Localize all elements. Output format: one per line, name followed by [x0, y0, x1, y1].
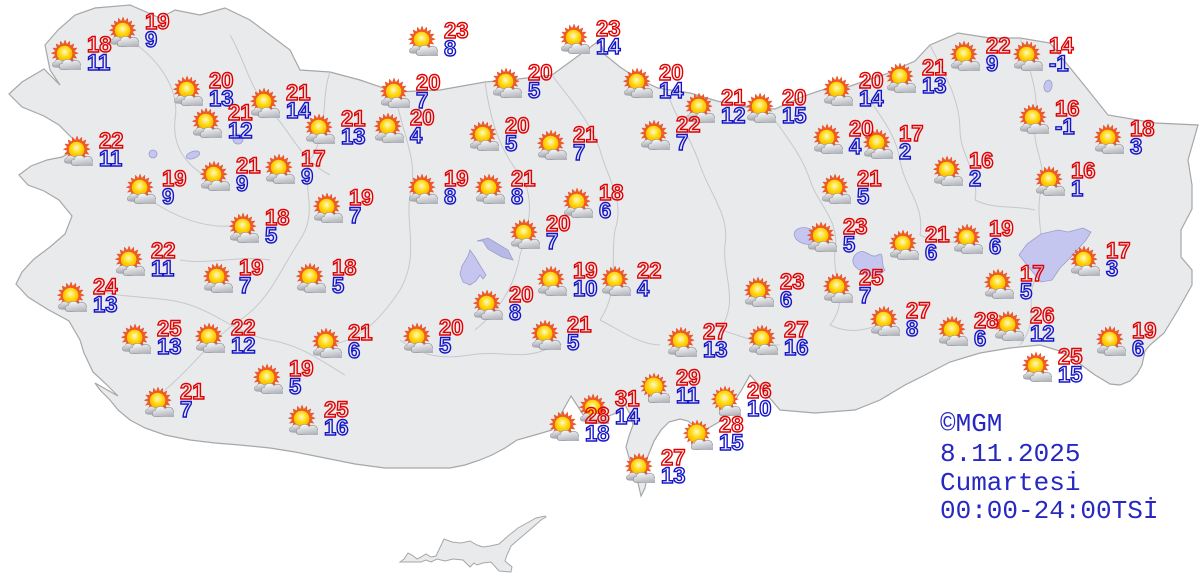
- svg-text:4: 4: [849, 134, 862, 159]
- svg-text:12: 12: [228, 118, 252, 143]
- svg-text:4: 4: [410, 123, 423, 148]
- svg-text:11: 11: [151, 256, 174, 281]
- svg-text:16: 16: [784, 335, 808, 360]
- svg-text:11: 11: [676, 383, 699, 408]
- svg-text:13: 13: [661, 463, 685, 488]
- svg-text:7: 7: [349, 203, 361, 228]
- svg-text:5: 5: [528, 78, 540, 103]
- svg-text:-1: -1: [1055, 114, 1075, 139]
- svg-text:12: 12: [721, 103, 745, 128]
- svg-text:6: 6: [780, 287, 792, 312]
- svg-text:14: 14: [596, 34, 621, 59]
- svg-text:Cumartesi: Cumartesi: [940, 468, 1080, 498]
- svg-text:18: 18: [585, 421, 609, 446]
- svg-text:5: 5: [1020, 279, 1032, 304]
- svg-text:13: 13: [341, 124, 365, 149]
- svg-text:2: 2: [899, 139, 911, 164]
- svg-text:8: 8: [509, 300, 521, 325]
- svg-text:10: 10: [573, 276, 597, 301]
- svg-text:16: 16: [324, 415, 348, 440]
- svg-text:5: 5: [505, 131, 517, 156]
- svg-text:8: 8: [906, 316, 918, 341]
- svg-text:7: 7: [859, 283, 871, 308]
- svg-text:9: 9: [145, 27, 157, 52]
- svg-text:7: 7: [180, 397, 192, 422]
- svg-text:1: 1: [1071, 176, 1083, 201]
- svg-text:12: 12: [231, 333, 255, 358]
- svg-text:9: 9: [162, 184, 174, 209]
- svg-text:7: 7: [239, 273, 251, 298]
- svg-text:5: 5: [265, 223, 277, 248]
- svg-text:5: 5: [843, 232, 855, 257]
- svg-text:11: 11: [99, 146, 122, 171]
- svg-text:9: 9: [986, 51, 998, 76]
- svg-text:7: 7: [676, 130, 688, 155]
- svg-text:©MGM: ©MGM: [940, 409, 1002, 439]
- svg-text:5: 5: [439, 333, 451, 358]
- svg-text:4: 4: [637, 276, 650, 301]
- svg-text:6: 6: [989, 234, 1001, 259]
- svg-text:6: 6: [599, 198, 611, 223]
- svg-text:2: 2: [969, 166, 981, 191]
- svg-text:15: 15: [719, 430, 743, 455]
- svg-text:-1: -1: [1049, 51, 1069, 76]
- svg-text:8.11.2025: 8.11.2025: [940, 439, 1080, 469]
- svg-text:5: 5: [857, 184, 869, 209]
- svg-text:6: 6: [974, 326, 986, 351]
- svg-text:6: 6: [348, 338, 360, 363]
- svg-text:10: 10: [747, 396, 771, 421]
- svg-text:00:00-24:00TSİ: 00:00-24:00TSİ: [940, 496, 1158, 526]
- svg-text:9: 9: [236, 171, 248, 196]
- svg-text:15: 15: [782, 103, 806, 128]
- svg-text:5: 5: [289, 374, 301, 399]
- svg-text:5: 5: [332, 273, 344, 298]
- svg-text:14: 14: [286, 98, 311, 123]
- svg-text:3: 3: [1130, 134, 1142, 159]
- svg-text:15: 15: [1058, 362, 1082, 387]
- svg-text:14: 14: [659, 78, 684, 103]
- svg-text:13: 13: [703, 337, 727, 362]
- svg-text:13: 13: [922, 73, 946, 98]
- svg-text:7: 7: [546, 229, 558, 254]
- svg-text:5: 5: [567, 330, 579, 355]
- svg-text:7: 7: [573, 140, 585, 165]
- svg-text:14: 14: [859, 86, 884, 111]
- svg-text:14: 14: [615, 404, 640, 429]
- svg-text:6: 6: [1132, 336, 1144, 361]
- svg-text:11: 11: [87, 50, 110, 75]
- svg-text:13: 13: [157, 334, 181, 359]
- svg-text:8: 8: [444, 36, 456, 61]
- svg-text:8: 8: [444, 184, 456, 209]
- svg-text:6: 6: [925, 240, 937, 265]
- svg-text:3: 3: [1106, 256, 1118, 281]
- svg-text:12: 12: [1030, 321, 1054, 346]
- svg-text:9: 9: [301, 164, 313, 189]
- svg-text:13: 13: [93, 292, 117, 317]
- svg-text:8: 8: [511, 184, 523, 209]
